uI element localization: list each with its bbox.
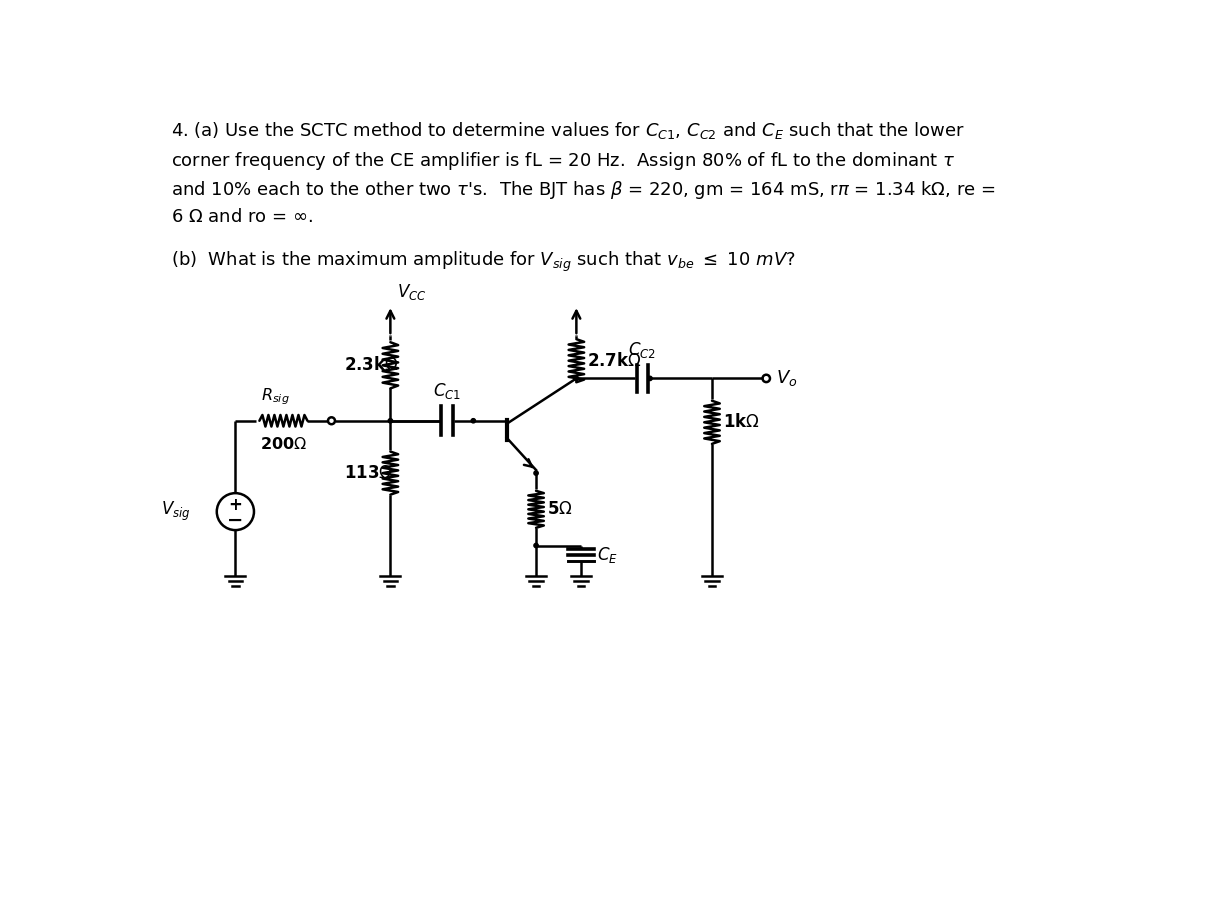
Text: $R_{sig}$: $R_{sig}$: [261, 387, 290, 407]
Text: (b)  What is the maximum amplitude for $V_{sig}$ such that $v_{be}$ $\leq$ 10 $m: (b) What is the maximum amplitude for $V…: [171, 250, 796, 274]
Text: +: +: [228, 495, 243, 514]
Circle shape: [533, 471, 538, 475]
Text: 2.7k$\Omega$: 2.7k$\Omega$: [588, 352, 642, 369]
Text: 4. (a) Use the SCTC method to determine values for $C_{C1}$, $C_{C2}$ and $C_E$ : 4. (a) Use the SCTC method to determine …: [171, 121, 965, 142]
Text: $C_{C1}$: $C_{C1}$: [432, 381, 461, 400]
Text: 5$\Omega$: 5$\Omega$: [547, 500, 573, 518]
Text: 113$\Omega$: 113$\Omega$: [344, 464, 393, 482]
Text: $C_{C2}$: $C_{C2}$: [628, 340, 657, 360]
Text: 200$\Omega$: 200$\Omega$: [260, 436, 307, 452]
Text: $V_{CC}$: $V_{CC}$: [397, 282, 426, 303]
Circle shape: [388, 419, 393, 423]
Text: and 10% each to the other two $\tau$'s.  The BJT has $\beta$ = 220, gm = 164 mS,: and 10% each to the other two $\tau$'s. …: [171, 179, 995, 201]
Circle shape: [648, 377, 652, 380]
Circle shape: [533, 543, 538, 547]
Text: $V_o$: $V_o$: [776, 368, 797, 388]
Text: $C_E$: $C_E$: [598, 545, 618, 565]
Text: −: −: [227, 511, 244, 529]
Circle shape: [574, 377, 579, 380]
Text: 1k$\Omega$: 1k$\Omega$: [723, 413, 760, 431]
Text: 2.3k$\Omega$: 2.3k$\Omega$: [344, 356, 398, 375]
Circle shape: [471, 419, 476, 423]
Text: corner frequency of the CE amplifier is fL = 20 Hz.  Assign 80% of fL to the dom: corner frequency of the CE amplifier is …: [171, 150, 956, 172]
Text: 6 $\Omega$ and ro = $\infty$.: 6 $\Omega$ and ro = $\infty$.: [171, 208, 313, 227]
Text: $V_{sig}$: $V_{sig}$: [161, 500, 191, 523]
